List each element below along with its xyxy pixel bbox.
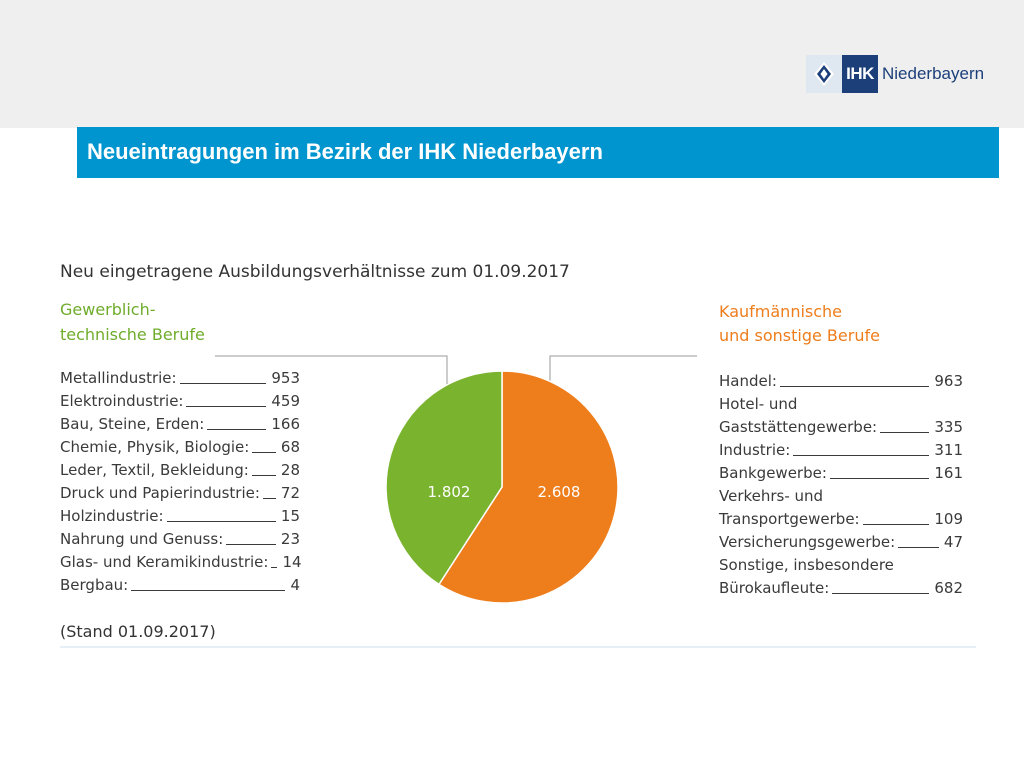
left-item-leader-line	[166, 521, 276, 522]
right-item-row: Gaststättengewerbe: 335	[719, 416, 963, 436]
title-bar: Neueintragungen im Bezirk der IHK Nieder…	[77, 127, 999, 178]
left-item-row: Leder, Textil, Bekleidung: 28	[60, 459, 300, 479]
left-item-value: 72	[280, 484, 300, 502]
left-item-value: 28	[280, 461, 300, 479]
right-item-leader-line	[829, 478, 930, 479]
left-item-label: Leder, Textil, Bekleidung:	[60, 461, 249, 479]
left-item-leader-line	[271, 567, 278, 568]
right-item-label: Sonstige, insbesondere	[719, 556, 894, 574]
right-item-value: 335	[934, 418, 963, 436]
left-item-row: Nahrung und Genuss: 23	[60, 528, 300, 548]
left-item-label: Bergbau:	[60, 576, 129, 594]
left-item-leader-line	[262, 498, 276, 499]
left-item-label: Nahrung und Genuss:	[60, 530, 224, 548]
right-item-label: Transportgewerbe:	[719, 510, 860, 528]
right-item-row: Handel: 963	[719, 370, 963, 390]
right-item-row: Verkehrs- und	[719, 485, 823, 505]
right-item-row: Bankgewerbe: 161	[719, 462, 963, 482]
right-item-label: Gaststättengewerbe:	[719, 418, 878, 436]
left-item-row: Druck und Papierindustrie: 72	[60, 482, 300, 502]
right-item-value: 161	[934, 464, 963, 482]
right-item-label: Bürokaufleute:	[719, 579, 830, 597]
right-group-title: Kaufmännische und sonstige Berufe	[719, 300, 880, 348]
left-item-value: 68	[280, 438, 300, 456]
left-item-value: 166	[271, 415, 300, 433]
right-item-row: Versicherungsgewerbe: 47	[719, 531, 963, 551]
right-item-leader-line	[880, 432, 930, 433]
left-item-label: Bau, Steine, Erden:	[60, 415, 205, 433]
pie-slice	[437, 370, 619, 604]
left-group-title: Gewerblich- technische Berufe	[60, 297, 205, 347]
left-item-label: Glas- und Keramikindustrie:	[60, 553, 269, 571]
pie-label-orange: 2.608	[538, 483, 581, 501]
left-item-leader-line	[131, 590, 286, 591]
left-item-leader-line	[251, 475, 276, 476]
right-connector-line	[549, 355, 697, 445]
right-item-value: 47	[943, 533, 963, 551]
right-item-value: 682	[934, 579, 963, 597]
left-item-value: 23	[280, 530, 300, 548]
left-item-value: 4	[290, 576, 300, 594]
left-item-row: Bau, Steine, Erden: 166	[60, 413, 300, 433]
ihk-logo: IHK Niederbayern	[806, 55, 984, 93]
left-item-label: Elektroindustrie:	[60, 392, 184, 410]
pie-slice	[385, 370, 503, 586]
left-item-leader-line	[179, 383, 267, 384]
left-item-leader-line	[207, 429, 267, 430]
right-item-leader-line	[779, 386, 930, 387]
right-item-row: Sonstige, insbesondere	[719, 554, 894, 574]
left-item-value: 14	[282, 553, 302, 571]
right-item-row: Bürokaufleute: 682	[719, 577, 963, 597]
right-item-leader-line	[793, 455, 930, 456]
left-item-value: 459	[271, 392, 300, 410]
left-item-leader-line	[226, 544, 276, 545]
right-item-value: 109	[934, 510, 963, 528]
right-group-title-line-2: und sonstige Berufe	[719, 326, 880, 345]
left-item-row: Chemie, Physik, Biologie: 68	[60, 436, 300, 456]
right-item-label: Handel:	[719, 372, 777, 390]
left-item-row: Bergbau: 4	[60, 574, 300, 594]
right-item-row: Hotel- und	[719, 393, 797, 413]
left-item-label: Holzindustrie:	[60, 507, 164, 525]
left-item-label: Metallindustrie:	[60, 369, 177, 387]
left-item-row: Glas- und Keramikindustrie: 14	[60, 551, 302, 571]
right-group-title-line-1: Kaufmännische	[719, 302, 843, 321]
logo-abbreviation: IHK	[842, 55, 878, 93]
right-item-leader-line	[898, 547, 939, 548]
stand-note: (Stand 01.09.2017)	[60, 622, 216, 641]
left-item-row: Holzindustrie: 15	[60, 505, 300, 525]
left-group-title-line-2: technische Berufe	[60, 325, 205, 344]
right-item-row: Industrie: 311	[719, 439, 963, 459]
right-item-value: 963	[934, 372, 963, 390]
left-item-label: Druck und Papierindustrie:	[60, 484, 260, 502]
chart-title: Neu eingetragene Ausbildungsverhältnisse…	[60, 262, 570, 282]
right-item-row: Transportgewerbe: 109	[719, 508, 963, 528]
page-title: Neueintragungen im Bezirk der IHK Nieder…	[87, 139, 603, 164]
right-item-label: Verkehrs- und	[719, 487, 824, 505]
right-item-label: Versicherungsgewerbe:	[719, 533, 896, 551]
pie-label-green: 1.802	[428, 483, 471, 501]
ihk-diamond-icon	[806, 55, 842, 93]
right-item-label: Industrie:	[719, 441, 791, 459]
footer-divider	[60, 646, 976, 648]
right-item-leader-line	[862, 524, 930, 525]
logo-place-name: Niederbayern	[882, 64, 985, 83]
left-item-label: Chemie, Physik, Biologie:	[60, 438, 250, 456]
left-item-row: Metallindustrie: 953	[60, 367, 300, 387]
left-group-title-line-1: Gewerblich-	[60, 300, 156, 319]
left-item-leader-line	[186, 406, 267, 407]
left-item-value: 953	[271, 369, 300, 387]
right-item-leader-line	[832, 593, 930, 594]
right-item-label: Hotel- und	[719, 395, 798, 413]
left-item-row: Elektroindustrie: 459	[60, 390, 300, 410]
right-item-value: 311	[934, 441, 963, 459]
left-item-value: 15	[280, 507, 300, 525]
right-item-label: Bankgewerbe:	[719, 464, 827, 482]
left-item-leader-line	[252, 452, 276, 453]
